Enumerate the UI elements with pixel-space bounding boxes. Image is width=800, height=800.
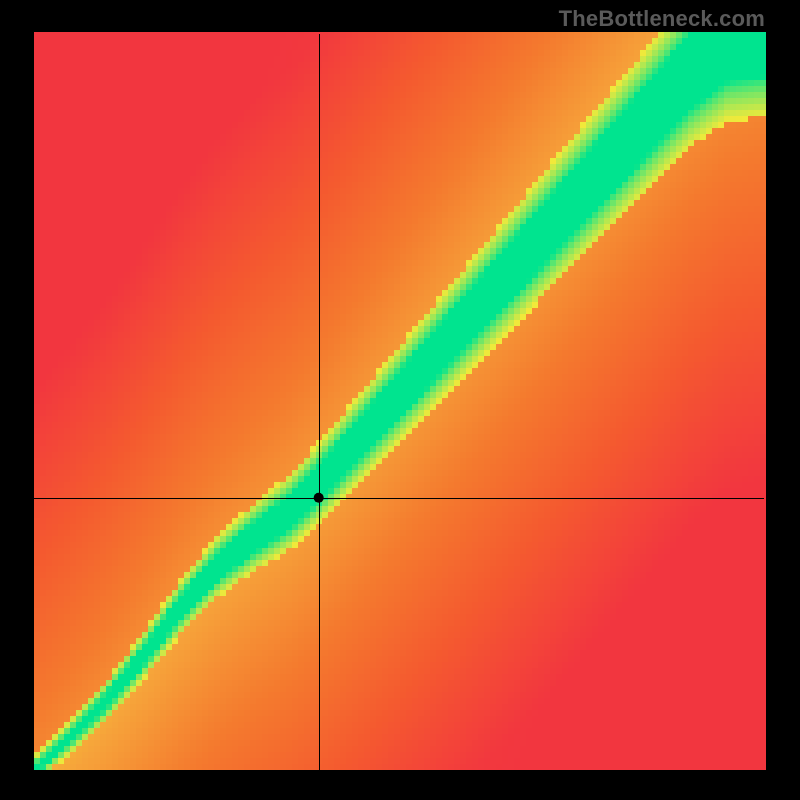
bottleneck-heatmap [0, 0, 800, 800]
watermark-text: TheBottleneck.com [559, 6, 765, 32]
